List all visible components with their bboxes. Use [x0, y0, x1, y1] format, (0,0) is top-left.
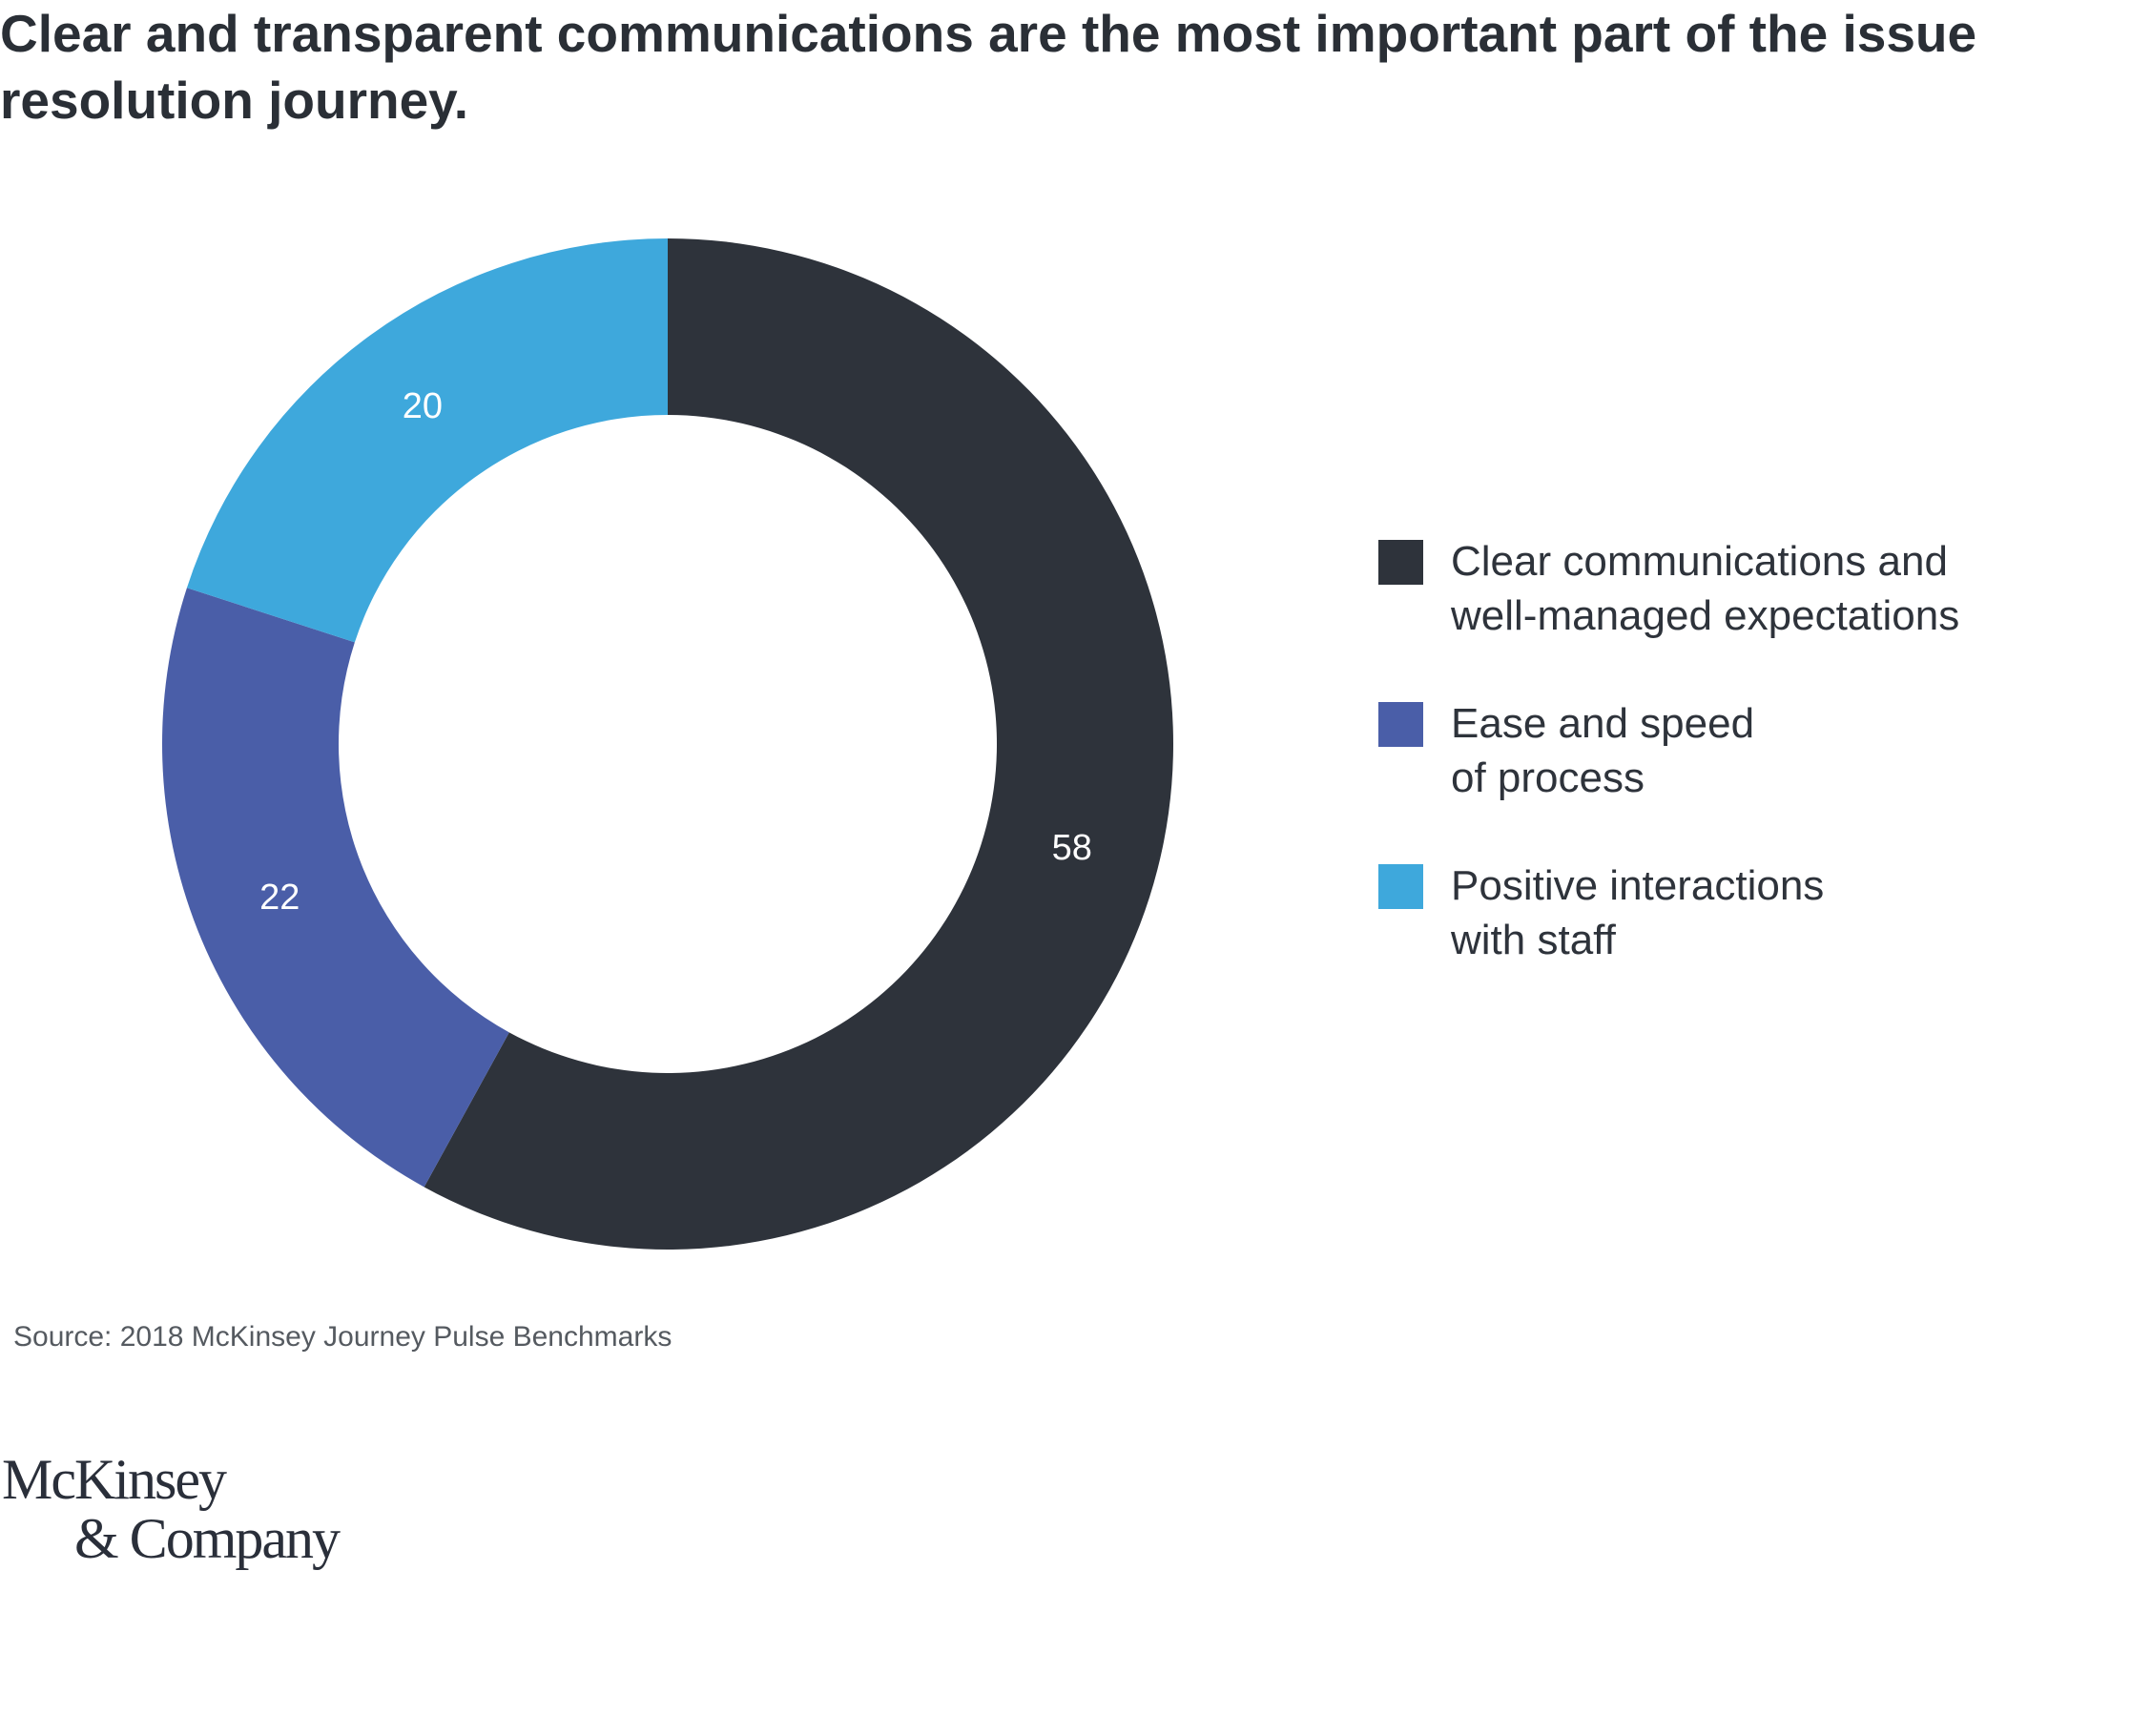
logo-line-1: McKinsey: [2, 1448, 227, 1511]
legend-swatch-ease-and-speed: [1378, 702, 1423, 747]
source-note: Source: 2018 McKinsey Journey Pulse Benc…: [13, 1321, 672, 1353]
legend-label-positive-interactions: Positive interactions with staff: [1451, 858, 2100, 967]
legend-swatch-clear-communications: [1378, 540, 1423, 585]
legend-label-ease-and-speed: Ease and speed of process: [1451, 696, 2100, 805]
slice-value-label-positive-interactions: 20: [403, 386, 443, 426]
legend-item-ease-and-speed: Ease and speed of process: [1378, 696, 2103, 858]
chart-legend: Clear communications and well-managed ex…: [1378, 534, 2103, 1021]
legend-label-line: Clear communications and: [1451, 538, 1948, 585]
logo-line-2: & Company: [74, 1507, 341, 1570]
chart-title: Clear and transparent communications are…: [0, 4, 1977, 130]
legend-item-positive-interactions: Positive interactions with staff: [1378, 858, 2103, 1021]
donut-slice-positive-interactions: [186, 238, 668, 643]
legend-swatch-positive-interactions: [1378, 864, 1423, 909]
donut-slice-clear-communications: [424, 238, 1174, 1250]
legend-label-clear-communications: Clear communications and well-managed ex…: [1451, 534, 2100, 643]
mckinsey-logo: McKinsey & Company: [2, 1448, 341, 1570]
slice-value-label-ease-and-speed: 22: [259, 878, 300, 918]
legend-label-line: Ease and speed: [1451, 700, 1755, 747]
legend-label-line: well-managed expectations: [1451, 592, 1960, 639]
legend-label-line: of process: [1451, 754, 1645, 801]
legend-item-clear-communications: Clear communications and well-managed ex…: [1378, 534, 2103, 696]
slice-value-label-clear-communications: 58: [1052, 828, 1092, 868]
legend-label-line: Positive interactions: [1451, 862, 1825, 909]
donut-chart: 58 22 20: [161, 238, 1174, 1250]
donut-slice-ease-and-speed: [161, 588, 509, 1188]
legend-label-line: with staff: [1451, 917, 1616, 963]
